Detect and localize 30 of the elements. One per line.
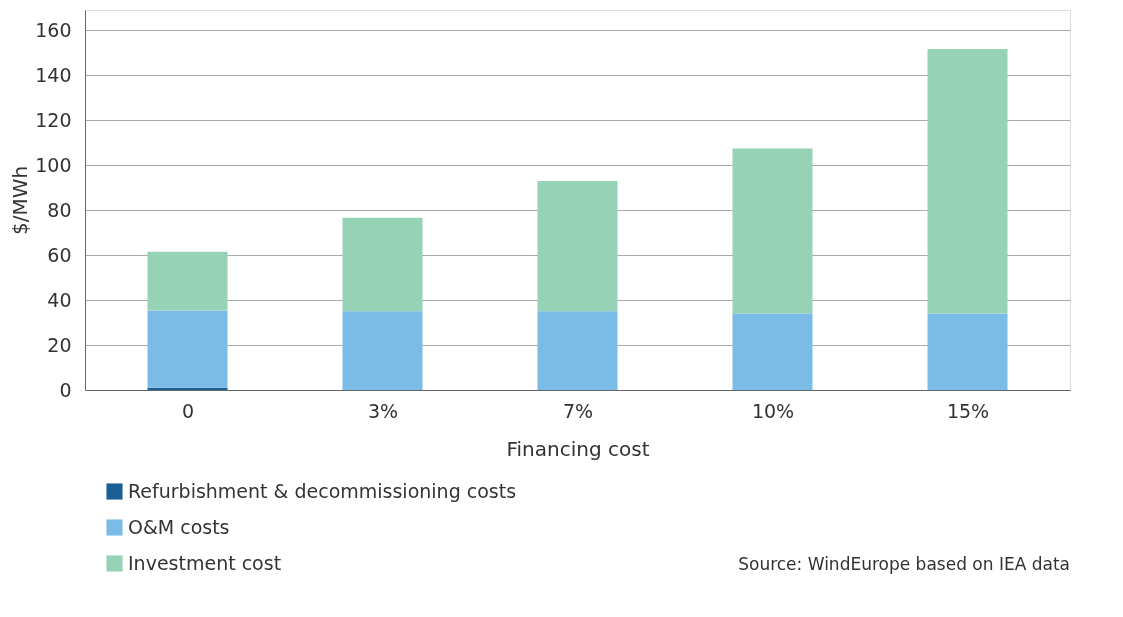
x-axis-title: Financing cost <box>506 436 650 461</box>
legend-label: O&M costs <box>128 515 230 538</box>
y-tick-label: 40 <box>47 288 72 311</box>
y-tick-label: 160 <box>35 18 72 41</box>
y-tick-label: 0 <box>59 378 72 401</box>
y-axis-title: $/MWh <box>8 165 33 236</box>
legend-label: Refurbishment & decommissioning costs <box>128 479 517 502</box>
x-tick-label: 7% <box>562 399 594 422</box>
bar <box>342 311 423 390</box>
bar <box>537 311 618 390</box>
bar <box>342 217 423 312</box>
legend-label: Investment cost <box>128 551 282 574</box>
x-tick-label: 3% <box>367 399 399 422</box>
bar <box>147 251 228 311</box>
y-tick-label: 80 <box>47 198 72 221</box>
y-tick-label: 20 <box>47 333 72 356</box>
y-tick-label: 100 <box>35 153 72 176</box>
bar <box>927 313 1008 390</box>
bar <box>732 148 813 314</box>
source-note: Source: WindEurope based on IEA data <box>738 554 1070 574</box>
bar <box>147 310 228 388</box>
bar <box>732 313 813 390</box>
y-tick-label: 60 <box>47 243 72 266</box>
x-tick-label: 0 <box>181 399 195 422</box>
x-tick-label: 10% <box>751 399 795 422</box>
bar <box>927 49 1008 314</box>
bar <box>537 180 618 312</box>
y-tick-label: 140 <box>35 63 72 86</box>
y-tick-label: 120 <box>35 108 72 131</box>
x-tick-label: 15% <box>946 399 990 422</box>
